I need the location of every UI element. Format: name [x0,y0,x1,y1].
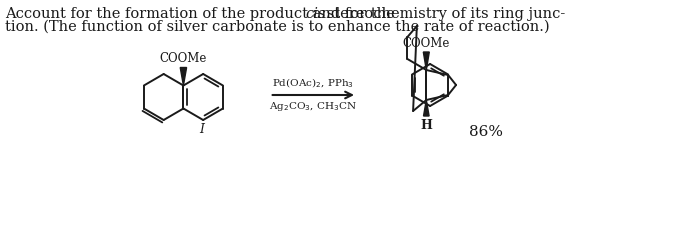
Text: cis: cis [305,7,326,21]
Text: Ag$_2$CO$_3$, CH$_3$CN: Ag$_2$CO$_3$, CH$_3$CN [270,100,357,113]
Polygon shape [424,52,429,70]
Text: Pd(OAc)$_2$, PPh$_3$: Pd(OAc)$_2$, PPh$_3$ [272,76,354,90]
Text: I: I [199,123,204,136]
Polygon shape [180,68,187,86]
Text: COOMe: COOMe [160,52,207,65]
Text: COOMe: COOMe [402,37,450,50]
Text: tion. (The function of silver carbonate is to enhance the rate of reaction.): tion. (The function of silver carbonate … [5,20,550,34]
Text: 86%: 86% [469,125,503,139]
Polygon shape [424,100,429,116]
Text: H: H [421,119,433,132]
Text: stereochemistry of its ring junc-: stereochemistry of its ring junc- [322,7,566,21]
Text: Account for the formation of the product and for the: Account for the formation of the product… [5,7,399,21]
